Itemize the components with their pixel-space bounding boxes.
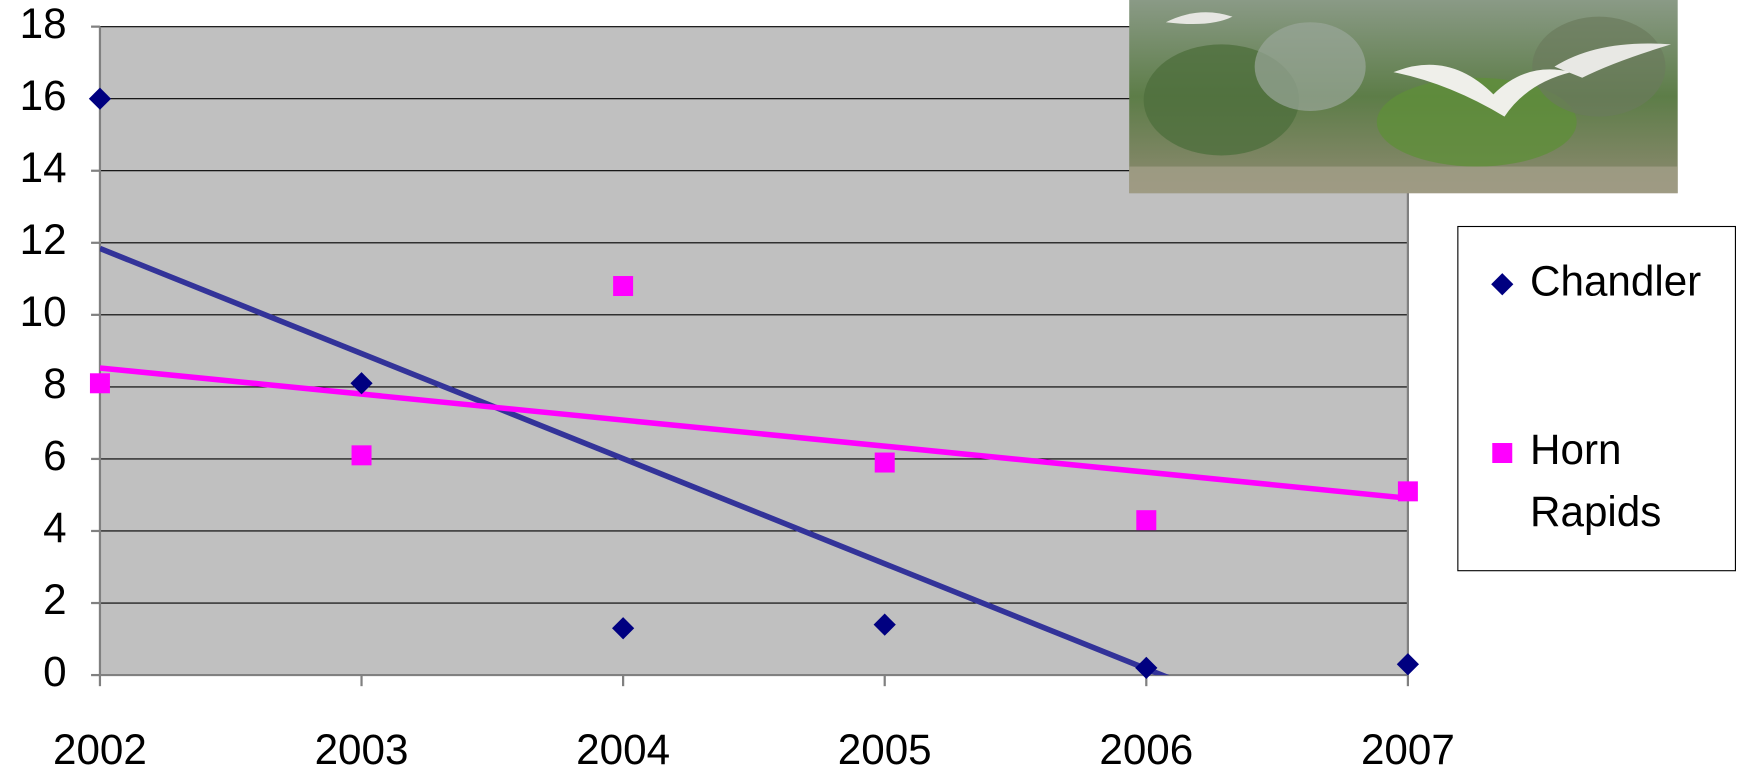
legend: Chandler Horn Rapids	[1458, 227, 1736, 571]
point	[1136, 510, 1156, 530]
point	[352, 445, 372, 465]
x-tick-label: 2002	[53, 726, 147, 773]
point	[1398, 481, 1418, 501]
y-tick-label: 0	[43, 648, 66, 695]
y-tick-label: 16	[20, 72, 67, 119]
legend-label-line: Horn	[1530, 426, 1621, 473]
legend-label-line: Rapids	[1530, 488, 1661, 535]
chart: 024681012141618200220032004200520062007 …	[0, 0, 1741, 775]
y-tick-label: 6	[43, 432, 66, 479]
y-tick-label: 10	[20, 288, 67, 335]
y-tick-label: 8	[43, 360, 66, 407]
y-tick-label: 12	[20, 216, 67, 263]
point	[875, 453, 895, 473]
point	[1492, 443, 1512, 463]
x-tick-label: 2003	[315, 726, 409, 773]
photo	[1129, 0, 1677, 193]
y-tick-label: 18	[20, 0, 67, 47]
point	[613, 276, 633, 296]
point	[90, 373, 110, 393]
y-tick-label: 4	[43, 504, 66, 551]
x-tick-label: 2004	[576, 726, 670, 773]
y-tick-label: 14	[20, 144, 67, 191]
y-tick-label: 2	[43, 576, 66, 623]
legend-label: Chandler	[1530, 257, 1701, 304]
x-tick-label: 2006	[1099, 726, 1193, 773]
x-tick-label: 2007	[1361, 726, 1455, 773]
x-tick-label: 2005	[838, 726, 932, 773]
